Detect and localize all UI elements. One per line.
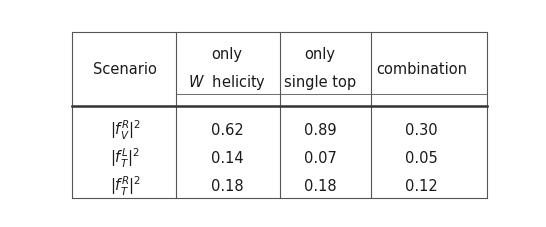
Text: 0.12: 0.12 xyxy=(405,178,438,193)
Text: single top: single top xyxy=(284,75,356,90)
Text: 0.30: 0.30 xyxy=(405,122,438,137)
Text: 0.14: 0.14 xyxy=(211,150,244,165)
Text: Scenario: Scenario xyxy=(93,62,157,77)
Text: $W$  helicity: $W$ helicity xyxy=(188,73,266,92)
Text: 0.07: 0.07 xyxy=(304,150,336,165)
Text: 0.62: 0.62 xyxy=(211,122,244,137)
Text: combination: combination xyxy=(376,62,467,77)
Text: only: only xyxy=(211,47,242,62)
Text: 0.18: 0.18 xyxy=(211,178,244,193)
Text: 0.18: 0.18 xyxy=(304,178,336,193)
Text: $|f_V^R|^2$: $|f_V^R|^2$ xyxy=(110,118,141,141)
Text: $|f_T^L|^2$: $|f_T^L|^2$ xyxy=(110,146,140,169)
Text: $|f_T^R|^2$: $|f_T^R|^2$ xyxy=(110,174,141,197)
Text: only: only xyxy=(305,47,336,62)
Text: 0.05: 0.05 xyxy=(405,150,438,165)
Text: 0.89: 0.89 xyxy=(304,122,336,137)
